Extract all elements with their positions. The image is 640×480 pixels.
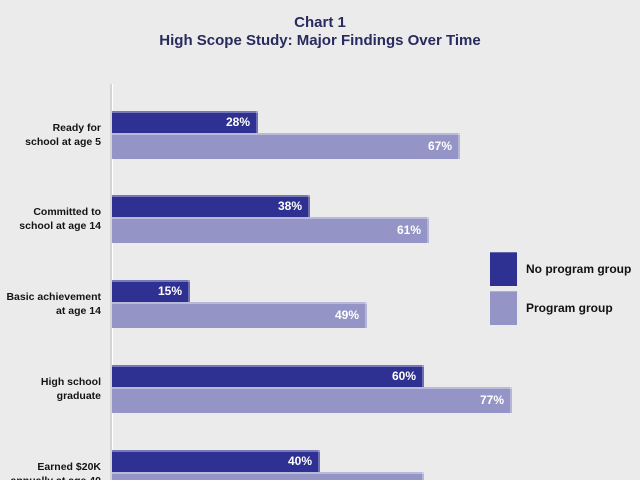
legend-swatch-no-program-group (490, 252, 517, 286)
bar-value-label: 60% (391, 369, 416, 383)
bar-no-program-group: 60% (112, 365, 424, 387)
chart-title-line2: High Scope Study: Major Findings Over Ti… (159, 32, 481, 49)
bar-value-label: 67% (427, 139, 452, 153)
chart-title: Chart 1 High Scope Study: Major Findings… (0, 14, 640, 50)
category-label-line: at age 14 (56, 305, 101, 317)
bar-value-label: 28% (225, 115, 250, 129)
bar-value-label: 61% (396, 223, 421, 237)
y-axis-line (110, 84, 113, 480)
category-label-line: school at age 5 (25, 136, 101, 148)
bar-program-group: 77% (112, 387, 512, 413)
bar-value-label: 77% (479, 393, 504, 407)
category-label: High school graduate (0, 365, 107, 413)
legend-label-no-program-group: No program group (526, 262, 632, 276)
bar-value-label: 49% (334, 308, 359, 322)
bar-no-program-group: 28% (112, 111, 258, 133)
bar-program-group: 67% (112, 133, 460, 159)
legend-item-no-program-group: No program group (490, 252, 631, 286)
category-label: Earned $20Kannually at age 40 (0, 450, 107, 480)
category-label: Committed to school at age 14 (0, 195, 107, 243)
legend-swatch-program-group (490, 291, 517, 325)
bar-program-group: 61% (112, 217, 429, 243)
bar-no-program-group: 40% (112, 450, 320, 472)
bar-program-group: 49% (112, 302, 367, 328)
bar-value-label: 15% (157, 284, 182, 298)
category-label-line: graduate (56, 390, 101, 402)
category-label-line: Earned $20K (37, 461, 101, 473)
category-label-line: Basic achievement (6, 291, 101, 303)
legend-label-program-group: Program group (526, 301, 613, 315)
bar-value-label: 38% (277, 199, 302, 213)
category-label: Basic achievement at age 14 (0, 280, 107, 328)
category-label-line: Committed to (33, 206, 101, 218)
category-label-line: annually at age 40 (11, 474, 101, 480)
chart-title-line1: Chart 1 (294, 14, 346, 31)
category-label: Ready for school at age 5 (0, 111, 107, 159)
bar-value-label: 40% (287, 454, 312, 468)
legend: No program group Program group (490, 252, 631, 330)
bar-program-group (112, 472, 424, 480)
category-label-line: High school (40, 376, 101, 388)
category-label-line: Ready for (52, 122, 101, 134)
bar-no-program-group: 38% (112, 195, 310, 217)
category-label-line: school at age 14 (19, 220, 101, 232)
bar-no-program-group: 15% (112, 280, 190, 302)
legend-item-program-group: Program group (490, 291, 631, 325)
